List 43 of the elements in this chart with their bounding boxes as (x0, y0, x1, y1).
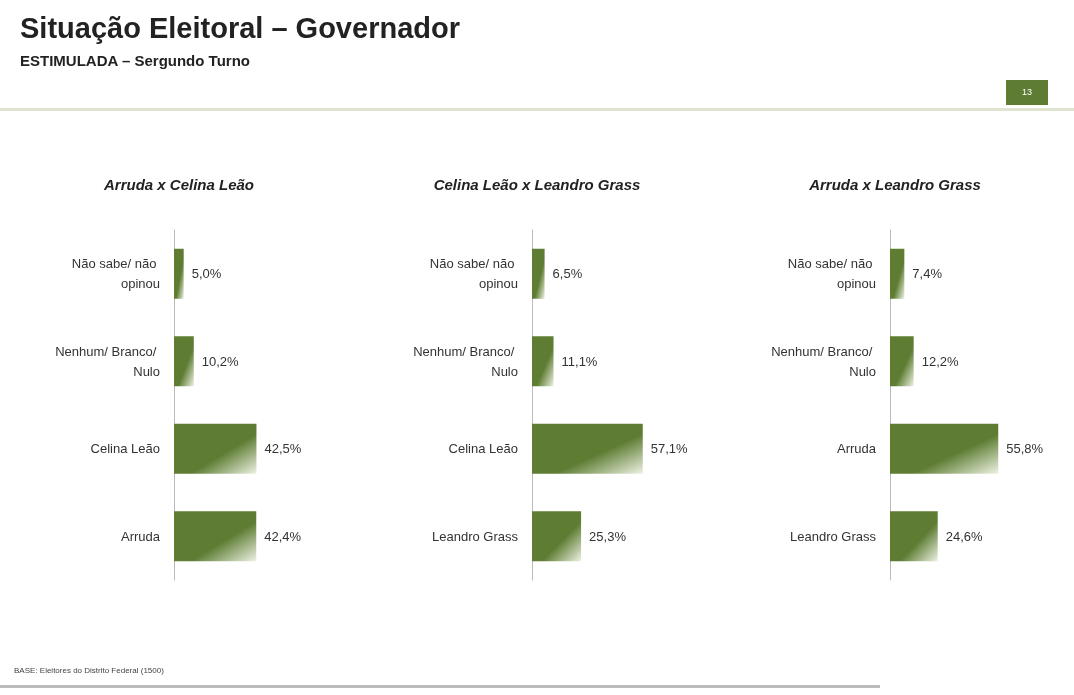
y-tick-label: Não sabe/ não opinou (787, 256, 876, 292)
bar (174, 423, 257, 474)
legend-title: Celina Leão x Leandro Grass (432, 176, 642, 193)
text: BASE: Eleitores do Distrito Federal (1500) (14, 666, 164, 675)
bar (890, 511, 938, 562)
data-label: 12,2% (921, 353, 959, 369)
data-label: 57,1% (650, 441, 689, 457)
y-tick-label: Celina Leão (90, 441, 160, 457)
y-tick-label: Leandro Grass (432, 528, 519, 544)
y-tick-label: Nenhum/ Branco/ Nulo (771, 343, 876, 379)
data-label: 42,4% (264, 528, 302, 544)
y-tick-label: Arruda (120, 528, 161, 544)
bar (532, 248, 545, 299)
bar (174, 336, 194, 387)
data-label: 24,6% (945, 528, 984, 544)
text: 13 (1006, 80, 1048, 105)
y-tick-label: Arruda (836, 441, 877, 457)
chart-subtitle: ESTIMULADA – Sergundo Turno (20, 52, 250, 69)
data-label: 25,3% (589, 528, 627, 544)
y-tick-label: Não sabe/ não opinou (71, 256, 160, 292)
bar (174, 248, 184, 299)
data-label: 42,5% (264, 441, 302, 457)
data-label: 7,4% (912, 266, 943, 282)
bar (890, 248, 905, 299)
bar (532, 336, 554, 387)
y-tick-label: Nenhum/ Branco/ Nulo (55, 343, 160, 379)
y-tick-label: Não sabe/ não opinou (429, 256, 518, 292)
bar (532, 511, 582, 562)
y-tick-label: Leandro Grass (790, 528, 877, 544)
data-label: 11,1% (561, 353, 598, 369)
data-label: 55,8% (1006, 441, 1044, 457)
bar (532, 423, 643, 474)
bar (890, 336, 914, 387)
chart-title: Situação Eleitoral – Governador (20, 12, 460, 45)
y-tick-label: Celina Leão (448, 441, 518, 457)
data-label: 10,2% (201, 353, 240, 369)
legend-title: Arruda x Leandro Grass (808, 176, 982, 193)
bar (890, 423, 999, 474)
bar (174, 511, 257, 562)
data-label: 5,0% (191, 266, 222, 282)
data-label: 6,5% (552, 266, 583, 282)
y-tick-label: Nenhum/ Branco/ Nulo (413, 343, 518, 379)
legend-title: Arruda x Celina Leão (102, 176, 255, 193)
